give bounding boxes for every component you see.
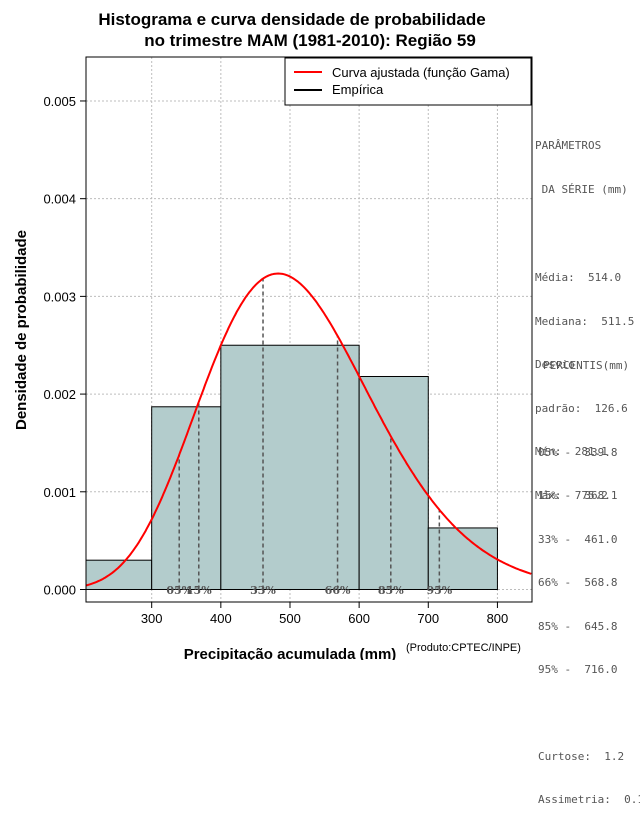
percentil-95: 95% - 716.0 bbox=[538, 663, 618, 676]
histogram-bars bbox=[85, 344, 498, 590]
percentil-05: 05% - 339.8 bbox=[538, 445, 618, 459]
param-median: Mediana: 511.5 bbox=[535, 314, 635, 328]
percentis-panel: PERCENTIS(mm) 05% - 339.8 15% - 368.1 33… bbox=[538, 330, 640, 822]
percentile-label-5: 95% bbox=[426, 584, 452, 597]
param-sd: padrão: 126.6 bbox=[535, 401, 628, 415]
x-tick-label-2: 500 bbox=[279, 611, 301, 626]
percentile-label-4: 85% bbox=[378, 584, 404, 597]
y-tick-label-1: 0.001 bbox=[43, 485, 76, 500]
grid-lines bbox=[86, 57, 532, 602]
chart-title-line-2: no trimestre MAM (1981-2010): Região 59 bbox=[144, 31, 476, 50]
x-tick-label-3: 600 bbox=[348, 611, 370, 626]
percentile-label-1: 15% bbox=[186, 584, 212, 597]
histogram-bar-2 bbox=[220, 344, 360, 590]
legend-label-empirical: Empírica bbox=[332, 82, 384, 97]
percentil-66: 66% - 568.8 bbox=[538, 576, 618, 589]
histogram-bar-1 bbox=[151, 406, 222, 590]
y-axis-label: Densidade de probabilidade bbox=[13, 230, 30, 430]
param-mean: Média: 514.0 bbox=[535, 271, 622, 284]
percentil-85: 85% - 645.8 bbox=[538, 619, 618, 633]
histogram-chart: Histograma e curva densidade de probabil… bbox=[13, 10, 533, 660]
x-tick-label-0: 300 bbox=[141, 611, 163, 626]
percentil-15: 15% - 368.1 bbox=[538, 489, 618, 502]
percentile-label-0: 05% bbox=[166, 584, 192, 597]
percentile-label-2: 33% bbox=[250, 584, 276, 597]
params-title-1: PARÂMETROS bbox=[535, 139, 602, 152]
y-tick-label-5: 0.005 bbox=[43, 94, 76, 109]
gamma-fitted-curve bbox=[85, 272, 532, 587]
y-tick-label-4: 0.004 bbox=[43, 192, 76, 207]
chart-title-line-1: Histograma e curva densidade de probabil… bbox=[98, 10, 485, 29]
y-tick-label-3: 0.003 bbox=[43, 289, 76, 304]
percentil-33: 33% - 461.0 bbox=[538, 532, 618, 546]
param-sd-label: Desvio bbox=[535, 358, 575, 371]
x-axis: 300 400 500 600 700 800 bbox=[141, 602, 508, 626]
y-tick-label-2: 0.002 bbox=[43, 387, 76, 402]
percentile-lines bbox=[178, 278, 441, 590]
percentile-labels: 05%15% 33% 66% 85% 95% bbox=[166, 584, 452, 597]
x-tick-label-4: 700 bbox=[417, 611, 439, 626]
param-min: Mín: 281.1 bbox=[535, 445, 608, 458]
stat-skewness: Assimetria: 0.1 bbox=[538, 793, 640, 806]
x-tick-label-1: 400 bbox=[210, 611, 232, 626]
y-axis: 0.000 0.001 0.002 0.003 0.004 0.005 bbox=[43, 94, 86, 597]
histogram-bar-3 bbox=[358, 375, 429, 590]
gamma-curve-layer bbox=[85, 272, 532, 587]
param-max: Máx: 775.2 bbox=[535, 488, 608, 502]
params-panel: PARÂMETROS DA SÉRIE (mm) Média: 514.0 Me… bbox=[535, 110, 634, 518]
product-credit: (Produto:CPTEC/INPE) bbox=[406, 642, 521, 654]
x-tick-label-5: 800 bbox=[487, 611, 509, 626]
legend-label-fitted: Curva ajustada (função Gama) bbox=[332, 65, 510, 80]
x-axis-label: Precipitação acumulada (mm) bbox=[184, 646, 397, 660]
percentile-label-3: 66% bbox=[325, 584, 351, 597]
legend-box bbox=[284, 57, 532, 106]
legend: Curva ajustada (função Gama) Empírica bbox=[284, 57, 532, 106]
stat-kurtosis: Curtose: 1.2 bbox=[538, 749, 625, 763]
plot-frame bbox=[85, 56, 533, 603]
params-title-2: DA SÉRIE (mm) bbox=[535, 182, 628, 196]
percentis-title: PERCENTIS(mm) bbox=[543, 359, 630, 372]
y-tick-label-0: 0.000 bbox=[43, 582, 76, 597]
histogram-bar-0 bbox=[85, 559, 153, 590]
